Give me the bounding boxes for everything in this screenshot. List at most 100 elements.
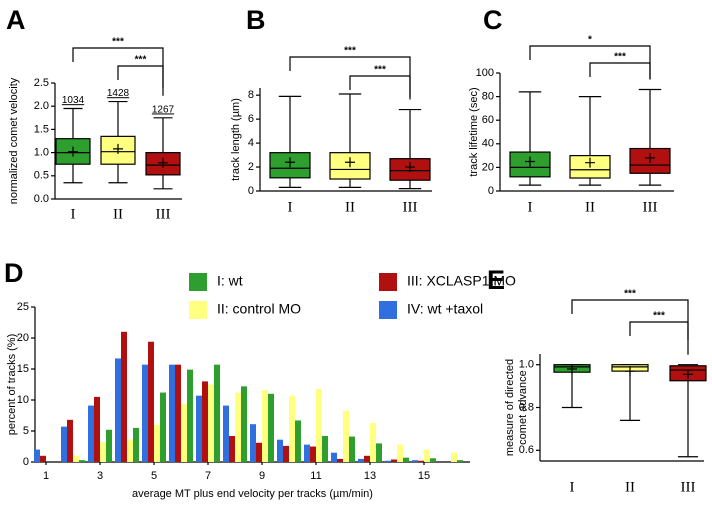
bar xyxy=(202,381,208,462)
bar xyxy=(73,455,79,462)
y-tick-label: 20 xyxy=(482,161,494,173)
category-label: II xyxy=(585,199,595,215)
x-tick-label: 3 xyxy=(97,470,103,482)
significance-label: *** xyxy=(374,65,386,76)
bar xyxy=(304,444,310,462)
bar xyxy=(154,424,160,462)
bar xyxy=(430,458,436,462)
y-axis-label: comet advance xyxy=(517,370,529,445)
bar xyxy=(268,393,274,462)
y-tick-label: 8 xyxy=(248,89,254,101)
bar xyxy=(289,395,295,462)
bar xyxy=(175,364,181,462)
panel-letter: B xyxy=(246,5,266,35)
category-label: III xyxy=(643,199,658,215)
y-tick-label: 2.0 xyxy=(34,100,49,112)
significance-bracket xyxy=(349,75,411,100)
bar xyxy=(79,460,85,462)
bar xyxy=(208,384,214,462)
y-tick-label: 0 xyxy=(488,185,494,197)
mean-marker xyxy=(625,366,635,377)
significance-label: *** xyxy=(135,55,147,66)
bar xyxy=(241,386,247,462)
panel-letter: D xyxy=(4,258,24,288)
category-label: I xyxy=(528,199,533,215)
category-label: I xyxy=(71,206,76,222)
bar xyxy=(322,435,328,462)
y-tick-label: 1.5 xyxy=(34,123,49,135)
mean-marker xyxy=(645,152,655,163)
significance-label: *** xyxy=(344,46,356,57)
category-label: II xyxy=(345,199,355,215)
significance-label: *** xyxy=(112,37,124,48)
significance-bracket xyxy=(571,299,689,340)
y-tick-label: 15 xyxy=(17,363,29,375)
bar xyxy=(223,405,229,462)
bar xyxy=(403,457,409,462)
y-tick-label: 0 xyxy=(248,185,254,197)
bar xyxy=(316,388,322,462)
y-tick-label: 60 xyxy=(482,114,494,126)
bar xyxy=(295,420,301,462)
panel-letter: A xyxy=(6,5,26,35)
y-tick-label: 2 xyxy=(248,161,254,173)
bar xyxy=(397,444,403,462)
legend-swatch xyxy=(189,301,207,319)
legend-label: II: control MO xyxy=(217,301,301,317)
legend-label: IV: wt +taxol xyxy=(407,301,483,317)
count-label: 1034 xyxy=(62,95,85,106)
bar xyxy=(229,435,235,462)
category-label: I xyxy=(570,479,575,495)
bar xyxy=(94,396,100,462)
y-tick-label: 40 xyxy=(482,138,494,150)
bar xyxy=(196,395,202,462)
y-axis-label: track lifetime (sec) xyxy=(468,87,480,176)
mean-marker xyxy=(158,157,168,168)
x-tick-label: 13 xyxy=(364,470,376,482)
bar xyxy=(424,449,430,462)
y-tick-label: 2.5 xyxy=(34,77,49,89)
category-label: III xyxy=(403,199,418,215)
category-label: I xyxy=(288,199,293,215)
y-tick-label: 100 xyxy=(476,67,494,79)
bar xyxy=(235,392,241,462)
bar xyxy=(34,449,40,462)
bar xyxy=(88,405,94,462)
significance-label: *** xyxy=(653,311,665,322)
category-label: II xyxy=(625,479,635,495)
bar xyxy=(127,439,133,462)
bar xyxy=(310,446,316,462)
bar xyxy=(343,410,349,462)
bar xyxy=(358,458,364,462)
legend-swatch xyxy=(379,273,397,291)
x-tick-label: 11 xyxy=(310,470,321,482)
bar xyxy=(169,364,175,462)
mean-marker xyxy=(345,157,355,168)
bar xyxy=(277,439,283,462)
x-tick-label: 5 xyxy=(151,470,157,482)
panel-letter: E xyxy=(487,265,505,295)
bar xyxy=(331,452,337,462)
y-tick-label: 20 xyxy=(17,332,29,344)
y-axis-label: normalized comet velocity xyxy=(8,77,20,204)
bar xyxy=(100,442,106,462)
bar xyxy=(370,422,376,462)
legend-label: III: XCLASP1 MO xyxy=(407,273,516,289)
bar xyxy=(214,364,220,462)
y-tick-label: 0.0 xyxy=(34,193,49,205)
x-tick-label: 1 xyxy=(43,470,49,482)
bar xyxy=(256,442,262,462)
legend-label: I: wt xyxy=(217,273,243,289)
y-tick-label: 0.6 xyxy=(519,444,534,456)
legend-swatch xyxy=(379,301,397,319)
bar xyxy=(391,459,397,462)
bar xyxy=(67,419,73,462)
y-tick-label: 25 xyxy=(17,301,29,313)
y-axis-label: track length (µm) xyxy=(230,98,242,181)
bar xyxy=(283,445,289,462)
y-tick-label: 10 xyxy=(17,394,29,406)
mean-marker xyxy=(567,363,577,374)
y-tick-label: 1.0 xyxy=(34,147,49,159)
